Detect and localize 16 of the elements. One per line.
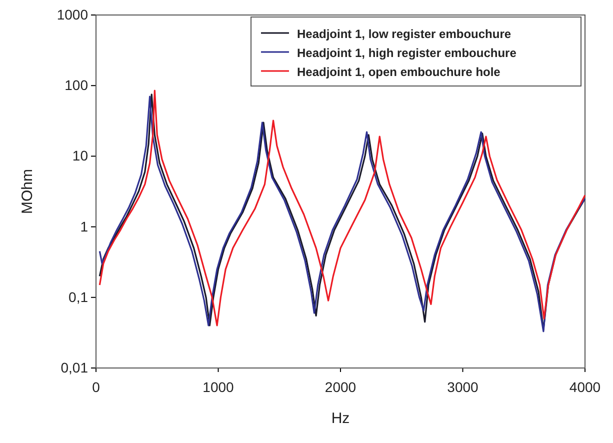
x-tick-label: 3000 <box>447 378 479 395</box>
x-tick-label: 4000 <box>569 378 601 395</box>
legend-label: Headjoint 1, low register embouchure <box>297 27 512 41</box>
x-tick-label: 0 <box>92 378 100 395</box>
y-tick-label: 100 <box>64 77 88 94</box>
y-tick-label: 1000 <box>56 6 88 22</box>
x-tick-label: 2000 <box>324 378 356 395</box>
y-tick-label: 0,1 <box>68 288 88 305</box>
x-tick-label: 1000 <box>202 378 234 395</box>
legend-label: Headjoint 1, high register embouchure <box>297 46 517 60</box>
y-tick-label: 0,01 <box>60 359 88 376</box>
legend-label: Headjoint 1, open embouchure hole <box>297 65 501 79</box>
y-tick-label: 10 <box>72 148 88 164</box>
y-tick-label: 1 <box>80 218 88 234</box>
y-axis-title: MOhm <box>19 169 36 214</box>
x-axis-title: Hz <box>331 410 350 427</box>
